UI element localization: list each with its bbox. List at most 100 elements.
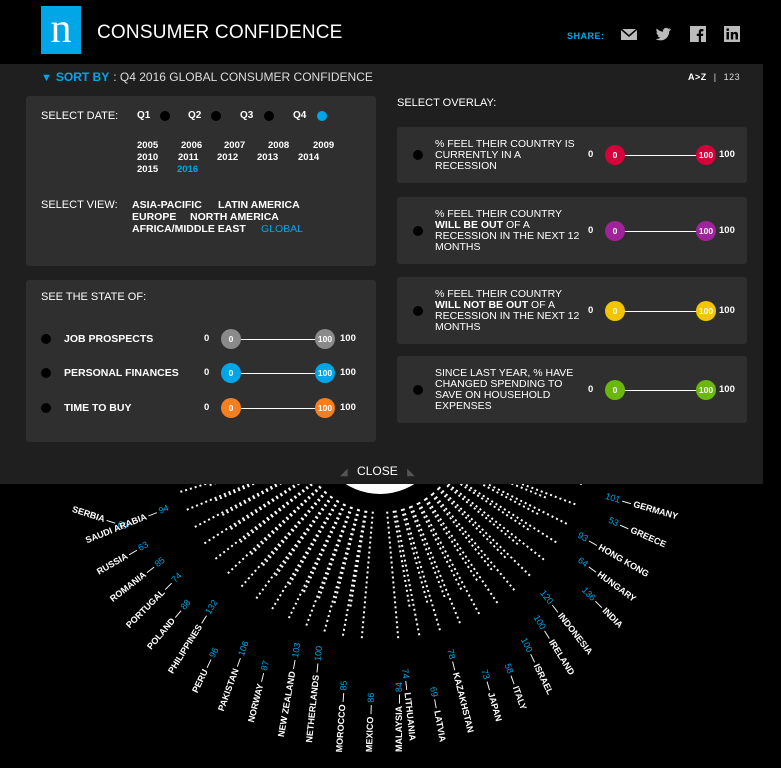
country-dash: — <box>401 677 413 693</box>
year-2012[interactable]: 2012 <box>217 152 239 163</box>
year-2015[interactable]: 2015 <box>137 164 159 175</box>
overlay-4-min: 0 <box>588 384 594 395</box>
job-prospects-slider-min-handle[interactable]: 0 <box>221 329 241 349</box>
personal-finances-slider-min-handle[interactable]: 0 <box>221 363 241 383</box>
close-left-caret-icon: ◢ <box>340 467 348 478</box>
linkedin-icon[interactable] <box>723 26 741 42</box>
spoke-malaysia <box>360 511 374 640</box>
close-label: CLOSE <box>357 464 398 478</box>
quarter-q1[interactable]: Q1 <box>137 110 151 121</box>
page-title: CONSUMER CONFIDENCE <box>97 22 343 43</box>
year-2008[interactable]: 2008 <box>268 140 290 151</box>
sort-triangle-icon[interactable]: ▼ <box>41 72 52 84</box>
personal-finances-slider-max-handle[interactable]: 100 <box>315 363 335 383</box>
time-to-buy-max: 100 <box>340 402 356 413</box>
overlay-3-slider-track[interactable] <box>615 311 707 312</box>
region-global[interactable]: GLOBAL <box>261 223 304 235</box>
year-2013[interactable]: 2013 <box>257 152 279 163</box>
overlay-1-slider-max-handle[interactable]: 100 <box>696 145 716 165</box>
sort-toggle: A>Z | 123 <box>688 72 740 82</box>
overlay-4-slider-track[interactable] <box>615 390 707 391</box>
year-2006[interactable]: 2006 <box>181 140 203 151</box>
overlay-2-slider-min-handle[interactable]: 0 <box>605 221 625 241</box>
year-2007[interactable]: 2007 <box>224 140 246 151</box>
spoke-minor <box>302 503 347 594</box>
quarter-q3[interactable]: Q3 <box>240 110 254 121</box>
job-prospects-radio[interactable] <box>41 334 51 344</box>
year-2011[interactable]: 2011 <box>178 152 199 163</box>
spoke-minor <box>416 502 463 591</box>
overlay-2-radio[interactable] <box>413 226 423 236</box>
select-view-label: SELECT VIEW: <box>41 199 118 211</box>
overlay-3-slider-min-handle[interactable]: 0 <box>605 301 625 321</box>
personal-finances-radio[interactable] <box>41 368 51 378</box>
overlay-1-slider-track[interactable] <box>615 155 707 156</box>
spoke-indonesia <box>438 486 532 578</box>
overlay-2-slider-track[interactable] <box>615 231 707 232</box>
spoke-minor <box>442 481 520 546</box>
sort-az-button[interactable]: A>Z <box>688 72 707 82</box>
select-date-label: SELECT DATE: <box>41 110 119 122</box>
spoke-minor <box>229 474 313 531</box>
overlay-2-slider-max-handle[interactable]: 100 <box>696 221 716 241</box>
share-label: SHARE: <box>567 31 605 41</box>
mail-icon[interactable] <box>620 26 638 42</box>
overlay-4-slider-min-handle[interactable]: 0 <box>605 380 625 400</box>
facebook-icon[interactable] <box>689 26 707 42</box>
overlay-1-slider-min-handle[interactable]: 0 <box>605 145 625 165</box>
spoke-minor <box>274 496 334 577</box>
quarter-q2-radio[interactable] <box>211 111 221 121</box>
quarter-q3-radio[interactable] <box>264 111 274 121</box>
region-africa-middle-east[interactable]: AFRICA/MIDDLE EAST <box>132 223 246 235</box>
sort-by[interactable]: ▼ SORT BY: Q4 2016 GLOBAL CONSUMER CONFID… <box>41 70 373 84</box>
time-to-buy-slider-max-handle[interactable]: 100 <box>315 398 335 418</box>
overlay-3-text: % FEEL THEIR COUNTRY <box>435 288 562 300</box>
region-asia-pacific[interactable]: ASIA-PACIFIC <box>132 199 202 211</box>
overlay-3-slider-max-handle[interactable]: 100 <box>696 301 716 321</box>
spoke-netherlands <box>305 506 353 627</box>
time-to-buy-slider-min-handle[interactable]: 0 <box>221 398 241 418</box>
quarter-q2[interactable]: Q2 <box>188 110 202 121</box>
nielsen-logo[interactable]: n <box>41 6 81 54</box>
spoke-minor <box>400 508 429 604</box>
quarter-q4-radio[interactable] <box>317 111 327 121</box>
job-prospects-slider-max-handle[interactable]: 100 <box>315 329 335 349</box>
personal-finances-slider-track[interactable] <box>231 373 325 374</box>
overlay-box-3 <box>397 277 747 344</box>
year-2010[interactable]: 2010 <box>137 152 159 163</box>
year-2009[interactable]: 2009 <box>313 140 335 151</box>
spoke-new-zealand <box>287 503 346 620</box>
close-button[interactable]: ◢ CLOSE ◣ <box>340 464 415 478</box>
overlay-3-min: 0 <box>588 305 594 316</box>
time-to-buy-min: 0 <box>204 402 210 413</box>
region-europe[interactable]: EUROPE <box>132 211 177 223</box>
country-mexico[interactable]: MEXICO — 86 <box>364 692 376 752</box>
overlay-4-slider-max-handle[interactable]: 100 <box>696 380 716 400</box>
time-to-buy-slider-track[interactable] <box>231 408 325 409</box>
quarter-q1-radio[interactable] <box>160 111 170 121</box>
overlay-1-radio[interactable] <box>413 150 423 160</box>
region-north-america[interactable]: NORTH AMERICA <box>190 211 279 223</box>
quarter-q4[interactable]: Q4 <box>293 110 307 121</box>
overlay-4-description: SINCE LAST YEAR, % HAVE CHANGED SPENDING… <box>435 368 585 412</box>
country-value: 86 <box>365 692 377 703</box>
sort-numeric-button[interactable]: 123 <box>723 72 741 82</box>
spoke-minor <box>430 493 494 572</box>
time-to-buy-label: TIME TO BUY <box>64 402 132 414</box>
region-latin-america[interactable]: LATIN AMERICA <box>218 199 300 211</box>
overlay-2-text-end: OF A RECESSION IN THE NEXT 12 MONTHS <box>435 219 580 253</box>
year-2005[interactable]: 2005 <box>137 140 159 151</box>
country-value: 100 <box>312 645 325 662</box>
time-to-buy-radio[interactable] <box>41 403 51 413</box>
year-2016[interactable]: 2016 <box>177 164 199 175</box>
spoke-morocco <box>323 508 360 633</box>
sort-by-label: SORT BY <box>55 70 110 84</box>
overlay-3-radio[interactable] <box>413 306 423 316</box>
overlay-4-radio[interactable] <box>413 385 423 395</box>
overlay-2-emphasis: WILL BE OUT <box>435 219 504 231</box>
job-prospects-slider-track[interactable] <box>231 339 325 340</box>
year-2014[interactable]: 2014 <box>298 152 320 163</box>
twitter-icon[interactable] <box>654 26 672 42</box>
spoke-poland <box>214 479 317 561</box>
spoke-ireland <box>431 492 516 592</box>
